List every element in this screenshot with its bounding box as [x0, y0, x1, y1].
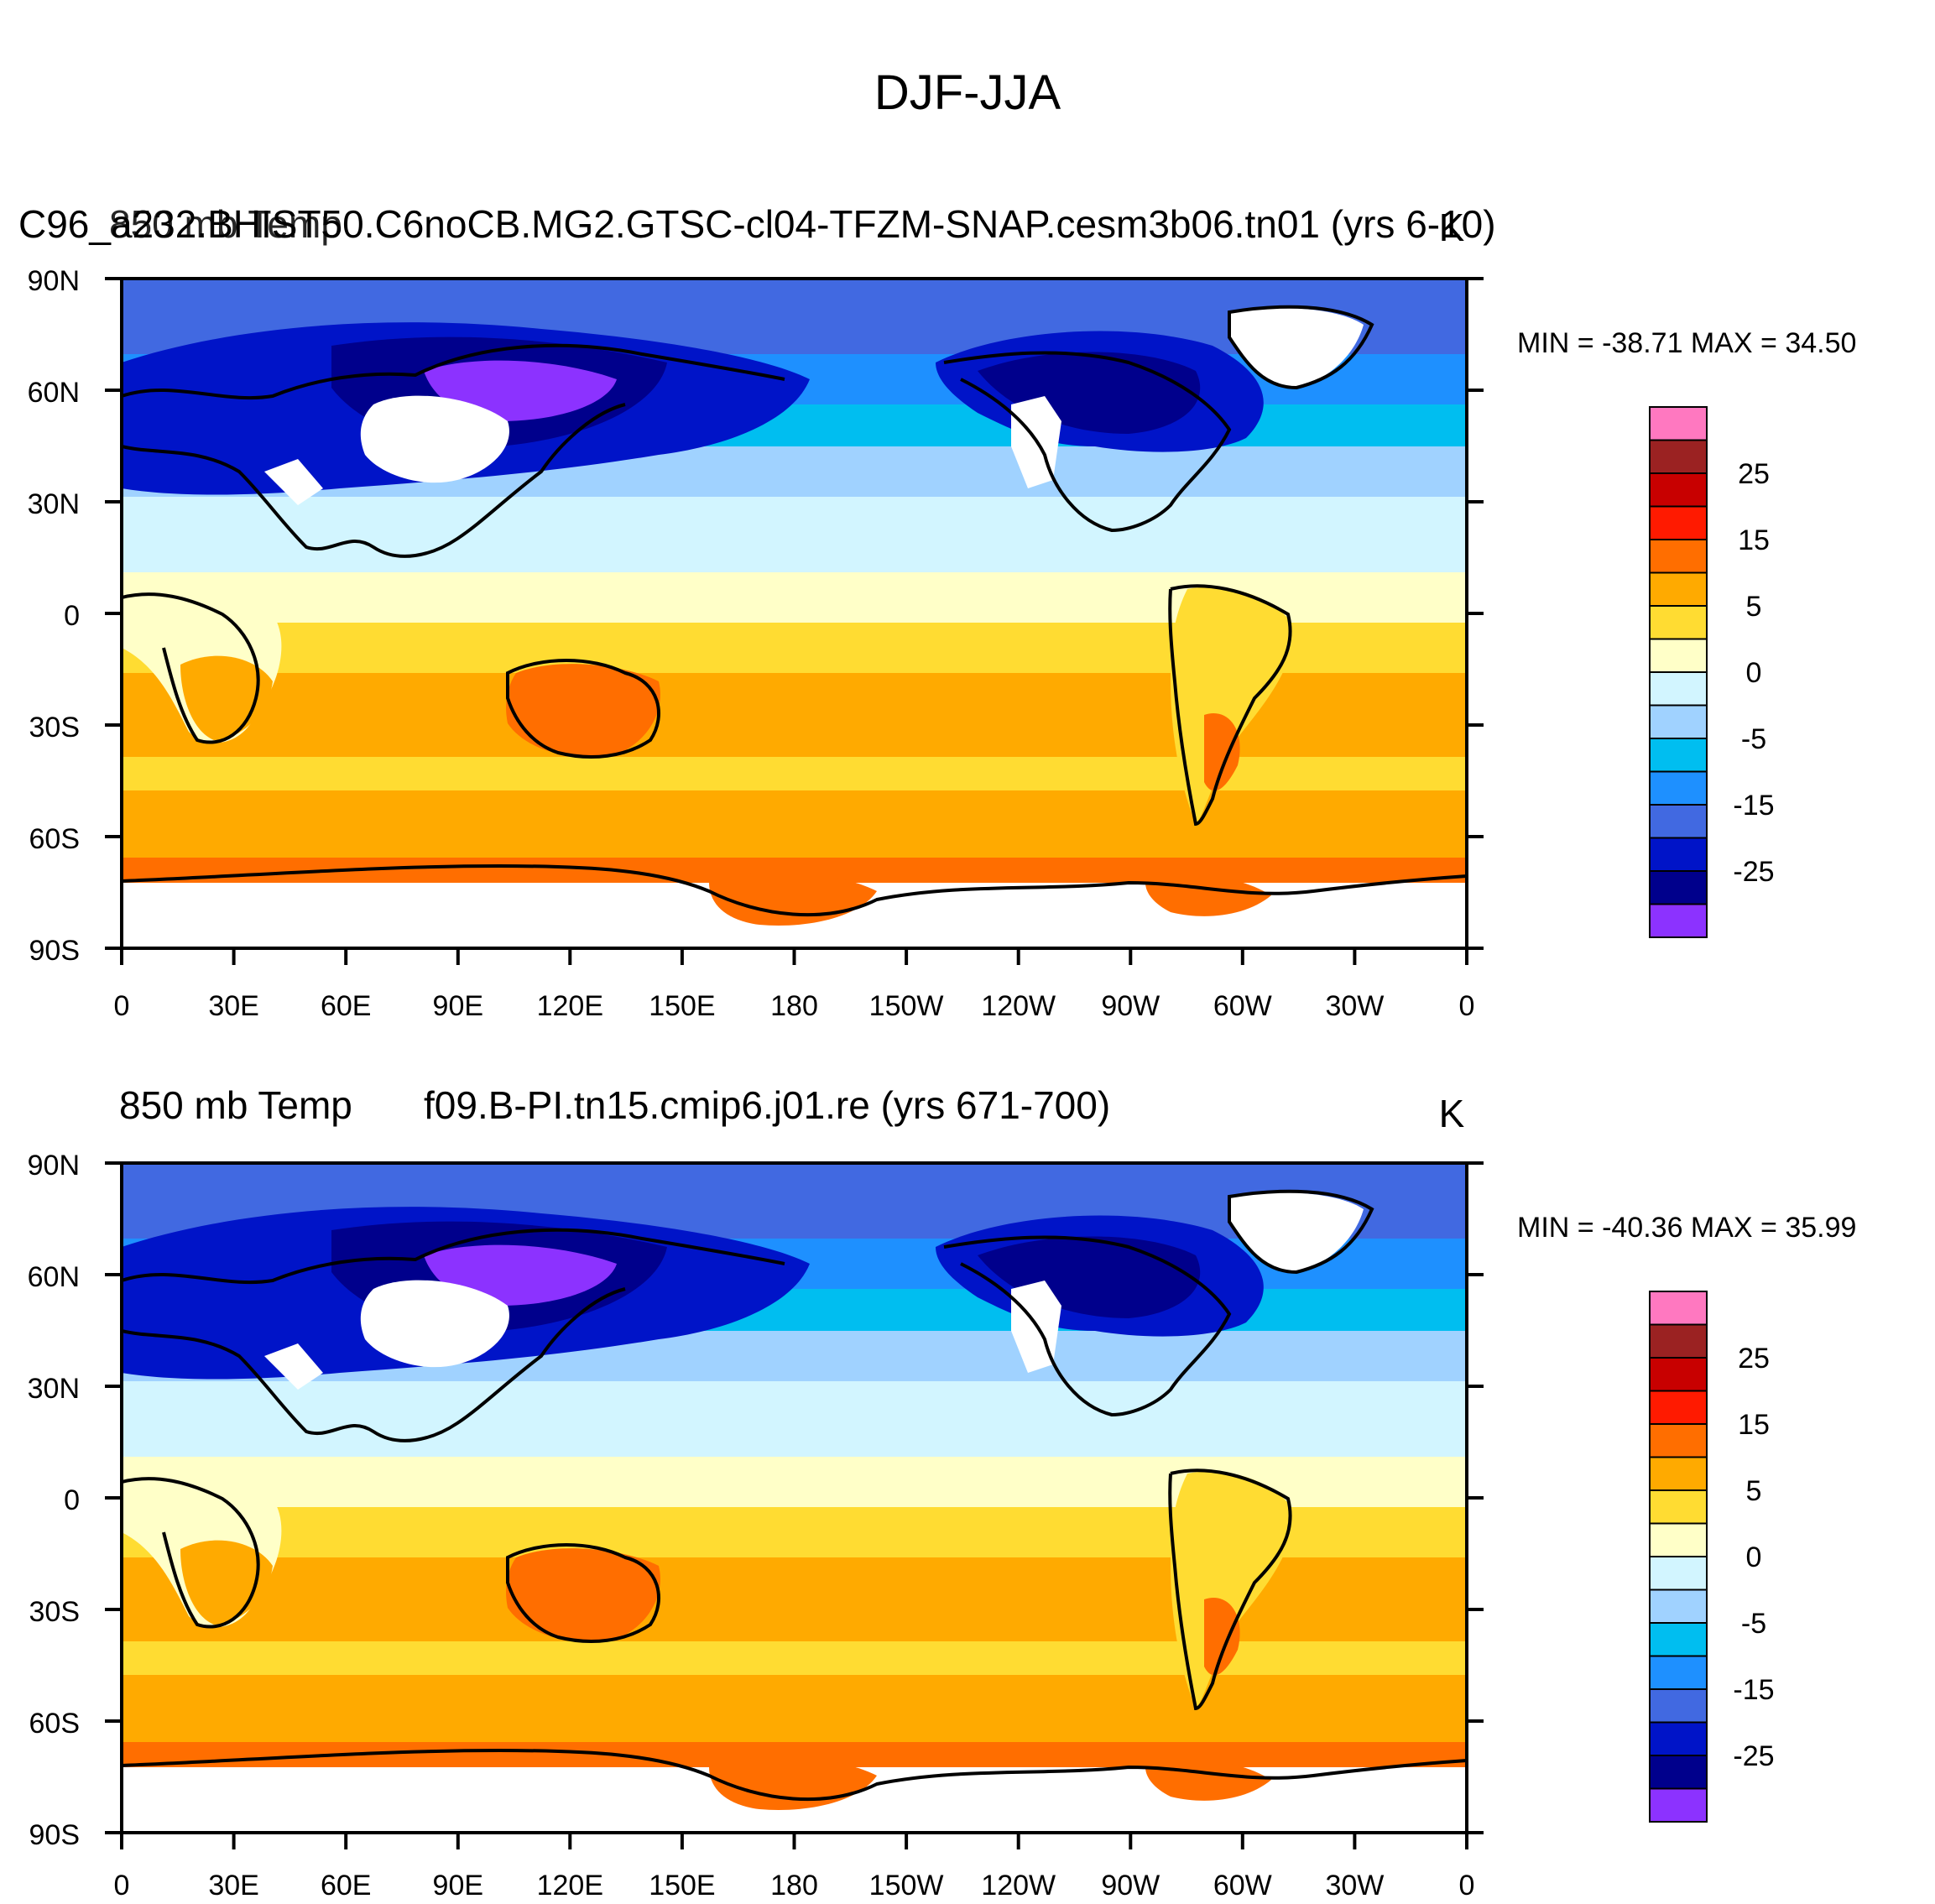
colorbar-label: 25: [1738, 1343, 1770, 1375]
coastlines-top: [122, 305, 1467, 917]
lon-label: 30W: [1325, 990, 1384, 1022]
lon-label: 60W: [1213, 990, 1272, 1022]
lon-label: 0: [114, 1870, 130, 1900]
lon-label: 30E: [208, 990, 259, 1022]
lon-label: 90E: [433, 990, 484, 1022]
lat-label: 30S: [29, 1596, 81, 1628]
lon-axis-top: 0 30E 60E 90E 120E 150E 180 150W 120W 90…: [114, 948, 1475, 1022]
lat-axis-top: 90N 60N 30N 0 30S 60S 90S: [28, 265, 1484, 967]
lon-label: 150W: [869, 1870, 944, 1900]
lat-label: 30N: [28, 1373, 80, 1405]
colorbar-label: 25: [1738, 458, 1770, 490]
lon-label: 120E: [537, 990, 603, 1022]
lon-label: 60E: [321, 1870, 372, 1900]
lon-label: 120W: [981, 990, 1056, 1022]
lon-axis-bottom: 0 30E 60E 90E 120E 150E 180 150W 120W 90…: [114, 1833, 1475, 1901]
colorbar-top: 25 15 5 0 -5 -15 -25: [1649, 406, 1775, 938]
colorbar-label: -25: [1733, 856, 1774, 888]
lat-label: 60N: [28, 1261, 80, 1293]
lon-label: 90W: [1101, 990, 1160, 1022]
lon-label: 150E: [649, 1870, 715, 1900]
lat-label: 90N: [28, 1150, 80, 1182]
lon-label: 150E: [649, 990, 715, 1022]
lon-label: 30E: [208, 1870, 259, 1900]
lat-label: 30S: [29, 712, 81, 743]
lat-label: 0: [64, 600, 80, 632]
panel-top: C96_a232.BHIST50.C6noCB.MG2.GTSC-cl04-TF…: [18, 202, 1856, 1022]
lon-label: 150W: [869, 990, 944, 1022]
map-top: [122, 279, 1467, 948]
lat-label: 90N: [28, 265, 80, 297]
lat-label: 60S: [29, 1708, 81, 1740]
lon-label: 120W: [981, 1870, 1056, 1900]
lon-label: 0: [1459, 990, 1475, 1022]
lat-axis-bottom: 90N 60N 30N 0 30S 60S 90S: [28, 1150, 1484, 1851]
map-bottom: [122, 1163, 1467, 1833]
colorbar-label: 15: [1738, 524, 1770, 556]
colorbar-bottom: 25 15 5 0 -5 -15 -25: [1649, 1291, 1775, 1823]
colorbar-label: -25: [1733, 1740, 1774, 1772]
lon-label: 30W: [1325, 1870, 1384, 1900]
colorbar-label: -15: [1733, 1674, 1774, 1706]
panel-top-variable: 850 mb Temp: [109, 202, 342, 246]
lon-label: 90E: [433, 1870, 484, 1900]
colorbar-label: 5: [1746, 591, 1762, 623]
panel-top-units: K: [1439, 206, 1465, 249]
lon-label: 90W: [1101, 1870, 1160, 1900]
lon-label: 180: [770, 1870, 818, 1900]
colorbar-label: -15: [1733, 790, 1774, 822]
lat-label: 90S: [29, 935, 81, 967]
panel-bottom-variable: 850 mb Temp: [119, 1083, 352, 1127]
lat-label: 60N: [28, 377, 80, 409]
colorbar-label: 5: [1746, 1475, 1762, 1507]
lon-label: 180: [770, 990, 818, 1022]
panel-bottom: 850 mb Temp f09.B-PI.tn15.cmip6.j01.re (…: [28, 1083, 1857, 1901]
lon-label: 60E: [321, 990, 372, 1022]
figure-title: DJF-JJA: [874, 65, 1061, 120]
lat-label: 0: [64, 1484, 80, 1516]
lat-label: 60S: [29, 823, 81, 855]
colorbar-label: 0: [1746, 657, 1762, 689]
panel-top-overlap-title: C96_a232.BHIST50.C6noCB.MG2.GTSC-cl04-TF…: [18, 202, 1496, 246]
lon-label: 0: [1459, 1870, 1475, 1900]
colorbar-label: 0: [1746, 1541, 1762, 1573]
panel-bottom-units: K: [1439, 1092, 1465, 1135]
colorbar-label: 15: [1738, 1409, 1770, 1441]
lon-label: 120E: [537, 1870, 603, 1900]
lon-label: 60W: [1213, 1870, 1272, 1900]
minmax-bottom: MIN = -40.36 MAX = 35.99: [1517, 1212, 1856, 1244]
panel-bottom-case: f09.B-PI.tn15.cmip6.j01.re (yrs 671-700): [424, 1083, 1110, 1127]
colorbar-label: -5: [1741, 1608, 1766, 1640]
lat-label: 90S: [29, 1819, 81, 1851]
lat-label: 30N: [28, 488, 80, 520]
coastlines-bottom: [122, 1189, 1467, 1802]
minmax-top: MIN = -38.71 MAX = 34.50: [1517, 327, 1856, 359]
lon-label: 0: [114, 990, 130, 1022]
colorbar-label: -5: [1741, 723, 1766, 755]
